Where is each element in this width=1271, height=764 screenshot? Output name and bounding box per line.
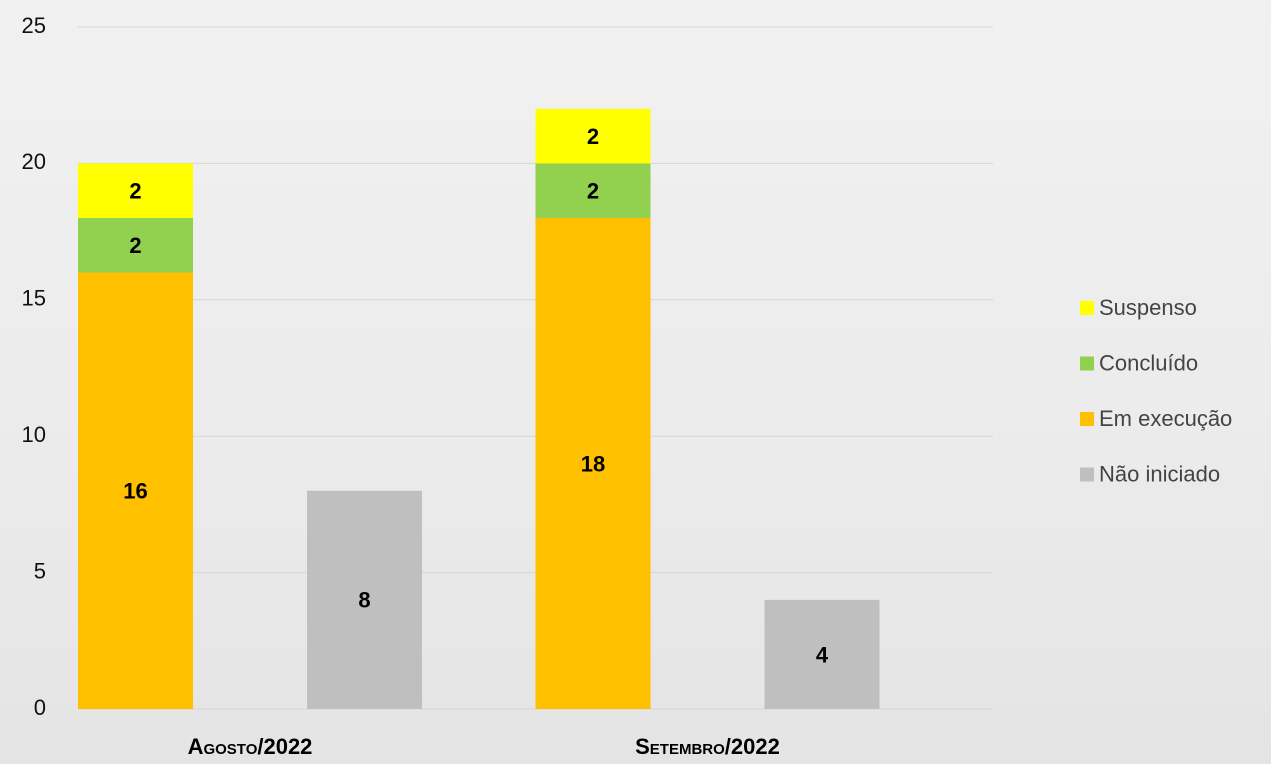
legend-swatch — [1080, 301, 1094, 315]
y-tick-label: 10 — [22, 422, 46, 447]
data-label: 4 — [816, 642, 829, 667]
data-label: 2 — [587, 178, 599, 203]
page: {"chart_data": {"type": "bar", "categori… — [0, 0, 1271, 764]
legend-label: Concluído — [1099, 350, 1198, 375]
x-tick-label: Setembro/2022 — [635, 734, 780, 759]
data-label: 2 — [587, 124, 599, 149]
y-tick-label: 25 — [22, 13, 46, 38]
x-tick-label: Agosto/2022 — [188, 734, 313, 759]
y-tick-label: 0 — [34, 695, 46, 720]
chart: 0 5 10 15 20 25 16 2 2 8 Agosto/2022 18 2 2 4 Setembro/… — [0, 0, 1271, 764]
y-tick-label: 15 — [22, 286, 46, 311]
legend-swatch — [1080, 412, 1094, 426]
data-label: 18 — [581, 451, 605, 476]
legend-label: Não iniciado — [1099, 461, 1220, 486]
data-label: 2 — [129, 178, 141, 203]
legend-label: Em execução — [1099, 406, 1232, 431]
legend-swatch — [1080, 468, 1094, 482]
legend-label: Suspenso — [1099, 295, 1197, 320]
y-tick-label: 20 — [22, 149, 46, 174]
y-tick-label: 5 — [34, 558, 46, 583]
data-label: 16 — [123, 479, 147, 504]
legend-swatch — [1080, 357, 1094, 371]
data-label: 8 — [358, 588, 370, 613]
data-label: 2 — [129, 233, 141, 258]
